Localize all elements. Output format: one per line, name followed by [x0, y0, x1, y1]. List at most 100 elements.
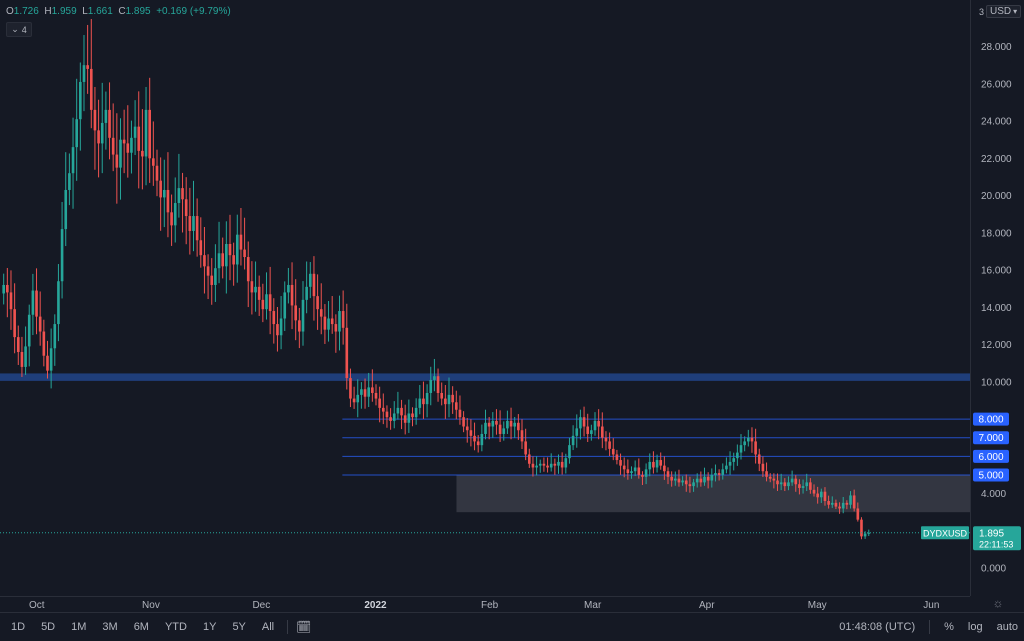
candle-body	[279, 318, 283, 336]
candle-body	[447, 394, 451, 405]
candle-body	[283, 292, 287, 319]
candle-body	[166, 189, 170, 213]
candle-body	[64, 189, 68, 230]
candle-body	[2, 284, 5, 294]
date-range-icon[interactable]: 🗓	[296, 620, 312, 634]
candle-body	[597, 420, 600, 427]
time-tick-label: Jun	[923, 600, 939, 611]
timeframe-ytd[interactable]: YTD	[164, 621, 187, 633]
candle-body	[210, 275, 214, 285]
candle-body	[491, 420, 495, 427]
candle-body	[465, 426, 469, 431]
candle-body	[473, 435, 476, 442]
candle-body	[590, 430, 593, 434]
candle-body	[823, 491, 827, 502]
candle-body	[159, 180, 162, 198]
candle-body	[199, 240, 203, 256]
candle-body	[363, 389, 367, 397]
time-axis[interactable]: Oct Nov Dec 2022 Feb Mar Apr May Jun	[0, 596, 970, 613]
timeframe-3m[interactable]: 3M	[102, 621, 118, 633]
settings-icon[interactable]: ☼	[992, 596, 1004, 610]
candle-body	[783, 482, 787, 487]
candle-body	[243, 249, 246, 258]
candle-body	[830, 502, 834, 505]
candle-body	[794, 478, 798, 485]
candle-body	[608, 441, 611, 449]
candle-body	[476, 441, 480, 446]
candle-body	[549, 463, 553, 468]
candle-body	[290, 284, 294, 306]
candle-body	[801, 486, 805, 488]
candle-body	[564, 458, 568, 468]
last-price-label: 1.895	[979, 528, 1004, 539]
timeframe-6m[interactable]: 6M	[133, 621, 149, 633]
candle-body	[35, 290, 38, 317]
candle-body	[487, 422, 491, 427]
candle-body	[469, 430, 473, 436]
price-axis[interactable]: 0.000 4.000 10.000 12.000 14.000 16.000 18.000…	[970, 0, 1024, 596]
candle-body	[225, 243, 228, 267]
candle-body	[206, 266, 210, 276]
candle-body	[308, 273, 312, 287]
candle-body	[115, 154, 119, 168]
resistance-band-rect	[0, 373, 970, 381]
candle-body	[863, 533, 867, 537]
candle-body	[400, 407, 403, 416]
candle-body	[367, 387, 371, 397]
timeframe-1y[interactable]: 1Y	[202, 621, 217, 633]
candle-body	[330, 318, 334, 325]
candle-body	[294, 305, 298, 321]
utc-clock[interactable]: 01:48:08 (UTC)	[839, 621, 916, 633]
log-toggle[interactable]: log	[967, 621, 983, 633]
candle-body	[100, 122, 104, 144]
candle-body	[414, 407, 418, 418]
candle-body	[527, 454, 531, 464]
candle-body	[418, 398, 422, 408]
candle-body	[440, 392, 444, 399]
percent-toggle[interactable]: %	[944, 621, 954, 633]
candle-body	[272, 311, 276, 325]
candle-body	[89, 68, 93, 110]
last-price-line: DYDXUSD	[0, 526, 970, 540]
candle-body	[327, 318, 330, 330]
candle-body	[214, 268, 217, 285]
candle-body	[849, 495, 852, 505]
candle-body	[192, 216, 195, 231]
candle-body	[787, 482, 790, 487]
timeframe-1m[interactable]: 1M	[71, 621, 87, 633]
candle-body	[553, 463, 557, 466]
timeframe-1d[interactable]: 1D	[11, 621, 26, 633]
candle-body	[524, 441, 527, 455]
price-chart[interactable]: DYDXUSD	[0, 0, 970, 596]
candle-body	[498, 424, 502, 434]
candle-body	[16, 337, 20, 353]
candle-body	[403, 415, 407, 423]
candle-body	[170, 212, 173, 226]
candle-body	[571, 435, 575, 446]
candle-body	[736, 452, 739, 459]
candle-body	[644, 469, 648, 477]
auto-toggle[interactable]: auto	[996, 621, 1018, 633]
candle-body	[246, 257, 250, 282]
candle-body	[805, 482, 809, 487]
candle-body	[276, 324, 279, 336]
candle-body	[546, 465, 549, 468]
price-tick-label: 12.000	[981, 340, 1012, 351]
timeframe-5d[interactable]: 5D	[41, 621, 56, 633]
candle-body	[776, 480, 779, 485]
candle-body	[582, 417, 586, 427]
candle-body	[137, 126, 141, 151]
candle-body	[338, 311, 341, 332]
candle-body	[341, 311, 345, 328]
auto-scale-marker: 3	[979, 6, 985, 17]
candle-body	[604, 437, 608, 442]
currency-selector[interactable]: 3 USD ▾	[979, 5, 1022, 18]
timeframe-all[interactable]: All	[261, 621, 275, 633]
timeframe-5y[interactable]: 5Y	[232, 621, 246, 633]
candle-body	[411, 413, 414, 418]
candle-body	[593, 420, 597, 431]
price-tick-label: 10.000	[981, 377, 1012, 388]
candle-body	[133, 126, 137, 138]
candle-body	[765, 471, 768, 477]
collapse-indicators-button[interactable]: ⌄ 4	[6, 22, 32, 37]
